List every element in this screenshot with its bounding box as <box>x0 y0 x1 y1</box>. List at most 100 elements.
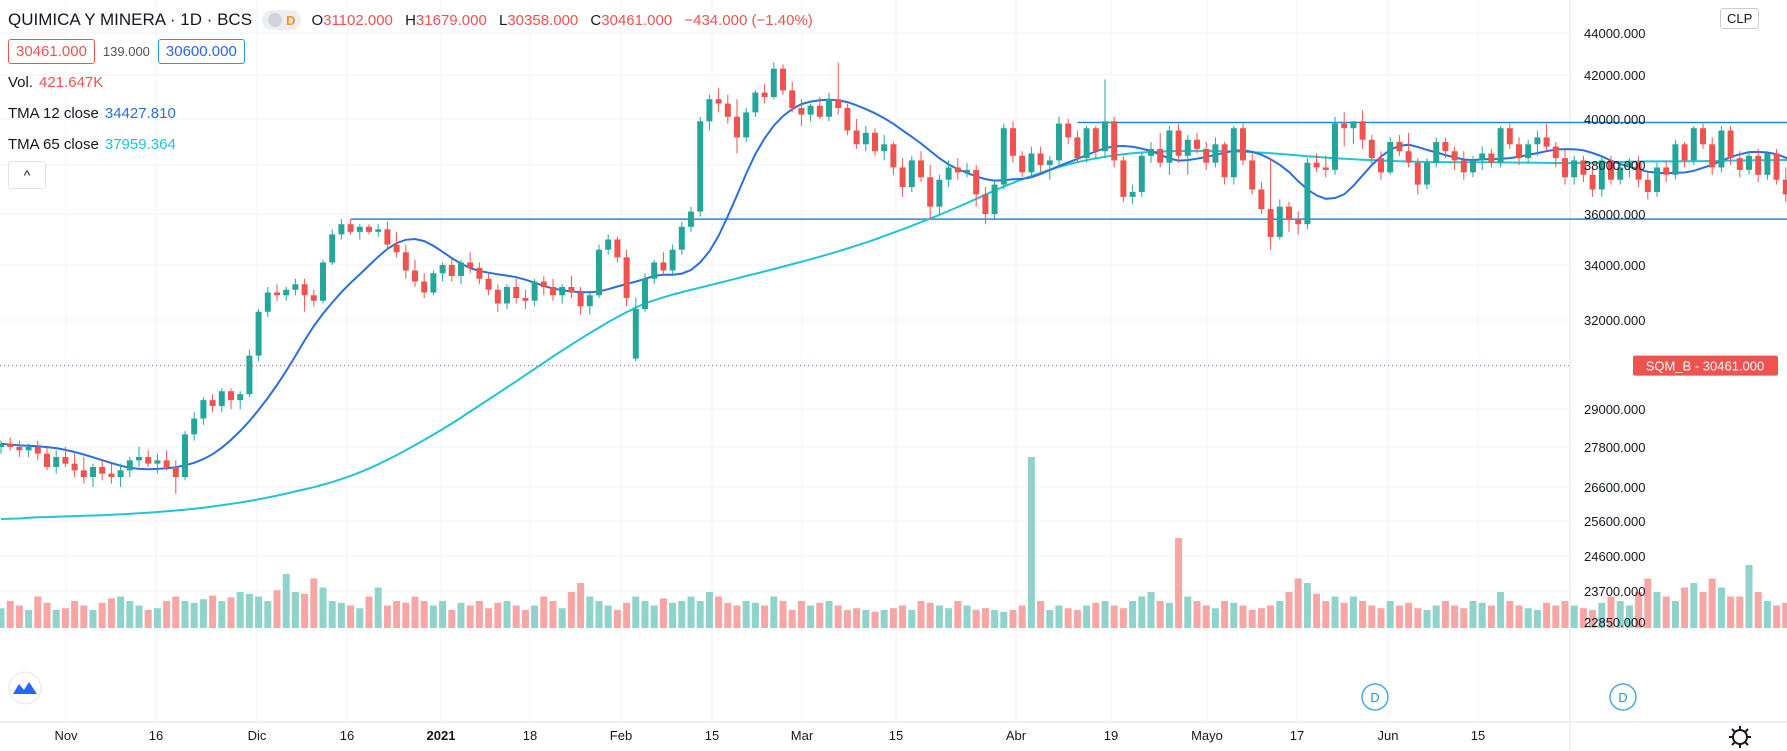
tradingview-logo-icon[interactable] <box>8 671 42 705</box>
volume-legend[interactable]: Vol. 421.647K <box>8 73 104 91</box>
candle-body <box>329 234 336 263</box>
volume-bar <box>825 601 833 628</box>
candle-body <box>1286 206 1292 220</box>
candle-body <box>1598 160 1605 190</box>
candle-body <box>1276 206 1283 237</box>
candle-body <box>706 99 713 122</box>
currency-label[interactable]: CLP <box>1720 8 1760 29</box>
volume-bar <box>383 605 391 628</box>
volume-bar <box>126 601 134 628</box>
support-resistance-lines[interactable] <box>350 121 1787 220</box>
volume-bar <box>770 596 778 628</box>
candle-body <box>1562 158 1568 178</box>
tma65-legend[interactable]: TMA 65 close 37959.364 <box>8 135 176 153</box>
candle-body <box>274 292 280 296</box>
volume-bar <box>236 592 244 628</box>
candle-body <box>1396 142 1403 152</box>
time-axis[interactable]: Nov 16 Dic 16 2021 18 Feb 15 Mar 15 Abr 19 Mayo 17 Jun… <box>54 728 1485 743</box>
sell-price-box[interactable]: 30461.000 <box>8 38 95 64</box>
volume-bar <box>1368 605 1376 628</box>
volume-bar <box>255 596 263 628</box>
volume-bar <box>1395 605 1403 628</box>
price-tick-label: 29000.000 <box>1584 402 1645 417</box>
candle-body <box>347 224 354 232</box>
collapse-legend-button[interactable]: ^ <box>8 161 46 189</box>
volume-bar <box>1239 605 1247 628</box>
volume-bar <box>1009 610 1017 628</box>
dividend-badge-label: D <box>1618 690 1627 705</box>
buy-price-box[interactable]: 30600.000 <box>157 38 245 64</box>
candle-body <box>596 249 602 296</box>
volume-bar <box>1736 596 1744 628</box>
volume-bar <box>34 596 42 628</box>
volume-bar <box>604 605 612 628</box>
volume-bar <box>659 598 667 628</box>
candle-body <box>586 295 593 307</box>
tma12-line <box>0 98 1787 471</box>
candle-body <box>292 284 299 290</box>
time-tick-label: Dic <box>248 728 267 743</box>
candle-body <box>0 443 4 447</box>
candle-body <box>1230 128 1237 178</box>
candle-body <box>494 289 501 304</box>
candle-body <box>1000 128 1007 185</box>
volume-bar <box>577 583 585 628</box>
candle-body <box>559 287 566 296</box>
candle-body <box>1424 162 1430 185</box>
settings-gear-icon[interactable] <box>1729 726 1751 748</box>
candle-body <box>872 132 878 152</box>
time-tick-label: Jun <box>1378 728 1399 743</box>
volume-bar <box>1690 583 1698 628</box>
candle-body <box>899 167 906 188</box>
volume-bar <box>705 592 713 628</box>
candle-body <box>1148 148 1154 156</box>
volume-bar <box>15 605 23 628</box>
candle-body <box>715 99 722 104</box>
price-axis[interactable]: 44000.000 42000.000 40000.000 38000.000 3600… <box>1584 26 1645 630</box>
volume-bar <box>163 601 171 628</box>
candle-body <box>1194 139 1200 149</box>
volume-bar <box>494 602 502 628</box>
volume-bar <box>972 610 980 628</box>
price-tick-label: 42000.000 <box>1584 68 1645 83</box>
candle-body <box>1451 151 1458 161</box>
candle-body <box>1488 153 1495 163</box>
volume-bar <box>1598 602 1606 628</box>
volume-bar <box>512 605 520 628</box>
volume-bar <box>761 605 769 628</box>
candle-body <box>136 457 142 461</box>
candle-body <box>1525 144 1532 159</box>
volume-bar <box>1349 596 1357 628</box>
volume-bar <box>374 587 382 628</box>
time-tick-label: 18 <box>523 728 537 743</box>
symbol-title[interactable]: QUIMICA Y MINERA · 1D · BCS <box>8 10 253 29</box>
candle-body <box>1755 155 1762 175</box>
candle-body <box>982 194 989 214</box>
volume-bar <box>1524 608 1532 628</box>
volume-bar <box>71 601 79 628</box>
volume-bar <box>1589 610 1597 628</box>
candle-body <box>881 144 888 152</box>
volume-bar <box>89 610 97 628</box>
volume-bar <box>1322 601 1330 628</box>
volume-bar <box>337 602 345 628</box>
chevron-up-icon: ^ <box>23 167 31 183</box>
last-price-tag <box>1633 355 1778 376</box>
candle-body <box>752 92 759 113</box>
volume-bar <box>531 605 539 628</box>
candle-body <box>366 226 372 232</box>
volume-bar <box>954 601 962 628</box>
volume-bar <box>632 596 640 628</box>
candle-body <box>1782 179 1787 195</box>
volume-bar <box>52 610 60 628</box>
candle-body <box>80 470 87 477</box>
candle-body <box>770 68 777 97</box>
volume-bar <box>1165 602 1173 628</box>
volume-bar <box>1570 605 1578 628</box>
market-status-pill[interactable]: D <box>262 10 302 30</box>
tma12-legend[interactable]: TMA 12 close 34427.810 <box>8 104 176 122</box>
volume-bars <box>0 457 1787 628</box>
volume-bar <box>1092 602 1100 628</box>
